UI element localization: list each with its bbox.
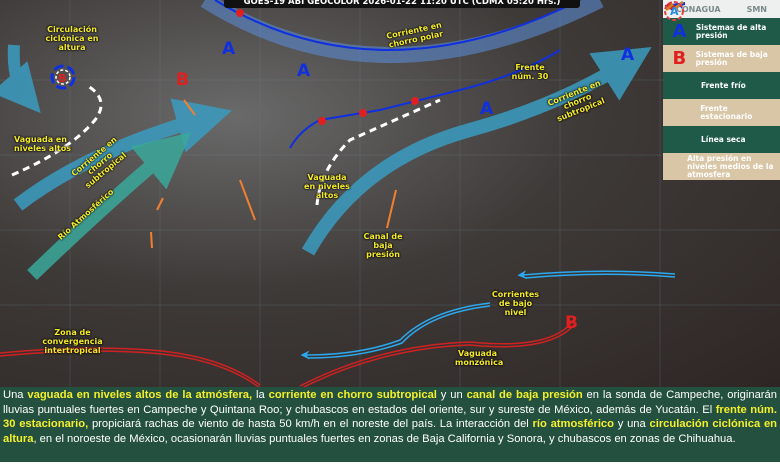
legend: CONAGUA SMN A Sistemas de alta presión B Si…: [663, 0, 780, 180]
subtropical-jet-east: [301, 47, 652, 256]
legend-label: Sistemas de baja presión: [695, 49, 768, 67]
map-overlay: A A A A B B B: [0, 0, 780, 387]
footer: [0, 462, 780, 470]
description-text: , en el noroeste de México, ocasionarán …: [33, 432, 736, 445]
description-text: y una: [614, 418, 650, 431]
cyclonic-circulation: [50, 64, 76, 90]
legend-item-cold-front: Frente frío: [663, 2, 780, 99]
low-level-currents: [300, 270, 676, 360]
cold-front-north: [214, 0, 581, 51]
legend-label: Frente estacionario: [700, 103, 753, 121]
legend-item-high: A Sistemas de alta presión: [663, 18, 780, 45]
forecast-description: Una vaguada en niveles altos de la atmós…: [0, 387, 780, 462]
high-pressure-A: A: [222, 39, 236, 59]
label-corrientes: Corrientes de bajo nivel: [491, 290, 540, 317]
description-text: la: [252, 389, 269, 401]
flow-arrow-west: [0, 44, 41, 114]
logos: CONAGUA SMN: [663, 0, 780, 18]
high-pressure-A: A: [480, 99, 494, 119]
high-pressure-A: A: [297, 61, 311, 81]
label-canal: Canal de baja presión: [363, 232, 403, 259]
upper-trough-west: [11, 84, 103, 177]
frente-30: [289, 49, 561, 149]
label-frente: Frente núm. 30: [511, 63, 549, 81]
svg-text:A: A: [670, 5, 679, 18]
highlighted-phenomenon: frente núm. 30 estacionario,: [3, 403, 777, 431]
highlighted-phenomenon: corriente en chorro subtropical: [268, 389, 437, 401]
polar-jet-stream: [200, 0, 604, 63]
description-text: y un: [436, 389, 467, 401]
warm-front-segments: [236, 9, 419, 125]
description-text: en la sonda de Campeche, originarán lluv…: [3, 389, 777, 416]
low-pressure-B: B: [58, 72, 66, 85]
low-pressure-icon: B: [672, 47, 687, 69]
low-pressure-B: B: [565, 313, 578, 333]
smn-logo: SMN: [746, 4, 767, 14]
legend-label: Alta presión en niveles medios de la atm…: [687, 153, 774, 179]
conagua-logo: CONAGUA: [676, 4, 721, 14]
dry-lines: [150, 99, 397, 249]
highlighted-phenomenon: circulación ciclónica en altura: [3, 418, 777, 445]
itcz-line: [0, 321, 576, 387]
high-pressure-A: A: [621, 45, 635, 65]
image-title: GOES-19 ABI GEOCOLOR 2026-01-22 11:20 UT…: [224, 0, 580, 8]
legend-item-mid-high: A Alta presión en niveles medios de la at…: [663, 1, 780, 180]
legend-item-low: B Sistemas de baja presión: [663, 45, 780, 72]
label-vaguada-central: Vaguada en niveles altos: [304, 173, 350, 200]
label-vaguada-west: Vaguada en niveles altos: [14, 135, 72, 153]
upper-trough-central: [315, 98, 441, 206]
subtropical-jet-west: [13, 98, 232, 211]
high-pressure-icon: A: [672, 20, 687, 42]
atmospheric-river: [27, 132, 192, 281]
legend-item-stationary-front: Frente estacionario: [663, 1, 780, 126]
legend-item-dry-line: Línea seca: [663, 1, 780, 153]
description-text: propiciará rachas de viento de hasta 50 …: [88, 418, 533, 431]
highlighted-phenomenon: vaguada en niveles altos de la atmósfera…: [27, 389, 253, 401]
legend-label: Línea seca: [701, 134, 746, 144]
highlighted-phenomenon: canal de baja presión: [466, 389, 583, 401]
legend-label: Frente frío: [701, 80, 746, 90]
highlighted-phenomenon: río atmosférico: [532, 418, 614, 431]
legend-label: Sistemas de alta presión: [695, 22, 767, 40]
satellite-map: A A A A B B B GOES-19 ABI GEOCOLOR 2026-…: [0, 0, 780, 387]
label-monzonica: Vaguada monzónica: [455, 349, 504, 367]
description-text: Una: [3, 389, 28, 401]
low-pressure-B: B: [176, 70, 189, 90]
label-circulacion: Circulación ciclónica en altura: [45, 25, 99, 52]
label-zcit: Zona de convergencia intertropical: [42, 328, 103, 355]
